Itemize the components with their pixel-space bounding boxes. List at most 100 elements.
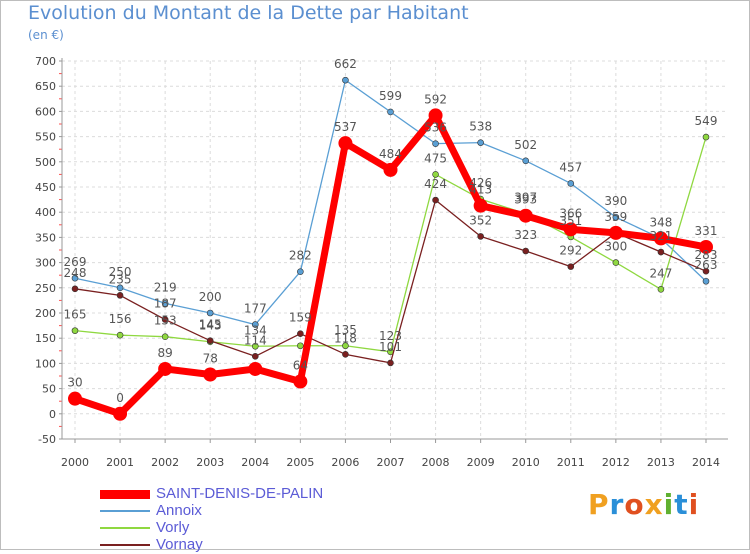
data-point-saint-denis-de-palin bbox=[699, 239, 713, 254]
data-label-vorly: 156 bbox=[109, 312, 132, 326]
data-point-vorly bbox=[612, 259, 620, 266]
legend-swatch-vorly bbox=[100, 527, 150, 529]
x-tick-label: 2007 bbox=[377, 456, 405, 469]
data-label-vornay: 292 bbox=[559, 244, 582, 258]
data-label-saint-denis-de-palin: 592 bbox=[424, 92, 447, 106]
data-point-vorly bbox=[432, 171, 439, 178]
data-label-vornay: 187 bbox=[154, 297, 177, 311]
data-label-vorly: 351 bbox=[559, 214, 582, 228]
legend-label-vornay: Vornay bbox=[156, 536, 203, 553]
logo-letter: P bbox=[588, 488, 610, 521]
data-label-saint-denis-de-palin: 331 bbox=[695, 224, 718, 238]
data-point-saint-denis-de-palin bbox=[293, 374, 308, 389]
data-point-vorly bbox=[161, 333, 169, 340]
y-tick-label: 250 bbox=[35, 282, 56, 295]
data-label-vornay: 145 bbox=[199, 318, 222, 332]
chart-subtitle: (en €) bbox=[28, 28, 64, 42]
data-label-annoix: 250 bbox=[109, 265, 132, 279]
y-tick-label: 700 bbox=[35, 55, 56, 68]
data-label-vorly: 134 bbox=[244, 323, 267, 337]
x-tick-label: 2010 bbox=[512, 456, 540, 469]
data-label-vorly: 549 bbox=[695, 114, 718, 128]
data-point-annoix bbox=[612, 213, 620, 221]
x-tick-label: 2014 bbox=[692, 456, 720, 469]
data-point-vornay bbox=[342, 351, 349, 358]
y-tick-label: 0 bbox=[49, 408, 56, 421]
y-tick-label: 450 bbox=[35, 181, 56, 194]
legend-label-saint-denis-de-palin: SAINT-DENIS-DE-PALIN bbox=[156, 485, 324, 502]
data-point-vornay bbox=[116, 292, 124, 299]
data-label-annoix: 457 bbox=[559, 160, 582, 174]
data-point-vornay bbox=[522, 247, 530, 255]
y-tick-label: 500 bbox=[35, 156, 56, 169]
data-label-annoix: 390 bbox=[604, 194, 627, 208]
data-label-vornay: 352 bbox=[469, 213, 492, 227]
data-point-saint-denis-de-palin bbox=[338, 136, 353, 151]
data-label-vorly: 475 bbox=[424, 151, 447, 165]
legend-swatch-saint-denis-de-palin bbox=[100, 489, 150, 499]
logo-letter: t bbox=[674, 488, 689, 521]
data-point-saint-denis-de-palin bbox=[383, 162, 398, 177]
data-point-annoix bbox=[251, 321, 259, 328]
data-label-saint-denis-de-palin: 537 bbox=[334, 120, 357, 134]
grid-layer bbox=[62, 60, 728, 440]
data-point-annoix bbox=[387, 108, 394, 116]
y-tick-label: 350 bbox=[35, 231, 56, 244]
x-tick-label: 2004 bbox=[241, 456, 269, 469]
data-label-annoix: 219 bbox=[154, 280, 177, 294]
data-point-vorly bbox=[657, 286, 665, 293]
data-label-annoix: 538 bbox=[469, 120, 492, 134]
legend-swatch-vornay bbox=[100, 544, 150, 546]
proxiti-logo: Proxiti bbox=[588, 488, 699, 521]
legend-label-annoix: Annoix bbox=[156, 502, 202, 519]
data-label-annoix: 177 bbox=[244, 302, 267, 316]
data-point-vornay bbox=[387, 359, 394, 367]
data-label-annoix: 263 bbox=[695, 258, 718, 272]
data-label-saint-denis-de-palin: 64 bbox=[293, 359, 308, 373]
data-label-vornay: 159 bbox=[289, 311, 312, 325]
logo-letter: o bbox=[624, 488, 645, 521]
data-label-vorly: 135 bbox=[334, 323, 357, 337]
data-point-vornay bbox=[702, 267, 710, 275]
data-point-saint-denis-de-palin bbox=[248, 361, 263, 376]
data-point-saint-denis-de-palin bbox=[113, 406, 128, 421]
data-point-annoix bbox=[206, 309, 214, 317]
data-point-vornay bbox=[432, 196, 439, 204]
logo-letter: i bbox=[663, 488, 675, 521]
x-tick-label: 2003 bbox=[196, 456, 224, 469]
data-label-vornay: 235 bbox=[109, 272, 132, 286]
data-point-annoix bbox=[116, 284, 124, 292]
x-tick-label: 2005 bbox=[286, 456, 314, 469]
data-label-saint-denis-de-palin: 393 bbox=[514, 193, 537, 207]
data-point-saint-denis-de-palin bbox=[608, 225, 623, 240]
data-point-vornay bbox=[477, 233, 484, 240]
x-tick-label: 2001 bbox=[106, 456, 134, 469]
y-tick-label: 300 bbox=[35, 257, 56, 270]
data-point-saint-denis-de-palin bbox=[563, 222, 578, 237]
legend-swatch-annoix bbox=[100, 510, 150, 512]
data-label-vornay: 283 bbox=[695, 248, 718, 262]
data-label-annoix: 348 bbox=[649, 215, 672, 229]
data-point-vorly bbox=[71, 327, 79, 334]
data-label-annoix: 200 bbox=[199, 290, 222, 304]
y-tick-label: 650 bbox=[35, 80, 56, 93]
data-point-vorly bbox=[251, 342, 259, 350]
data-label-vorly: 426 bbox=[469, 176, 492, 190]
legend-label-vorly: Vorly bbox=[156, 519, 190, 536]
data-label-vornay: 321 bbox=[649, 229, 672, 243]
y-tick-label: 200 bbox=[35, 307, 56, 320]
series-layer bbox=[68, 76, 713, 421]
data-label-vornay: 359 bbox=[604, 210, 627, 224]
y-tick-label: 400 bbox=[35, 206, 56, 219]
data-point-vornay bbox=[297, 330, 304, 337]
data-label-layer: 269 250 219 200 177 282 662 599 536 538 502 457 390 3… bbox=[64, 57, 718, 405]
data-point-annoix bbox=[342, 76, 349, 84]
data-label-vorly: 143 bbox=[199, 319, 222, 333]
chart-title: Evolution du Montant de la Dette par Hab… bbox=[28, 2, 469, 24]
x-tick-label: 2012 bbox=[602, 456, 630, 469]
data-point-vornay bbox=[251, 353, 259, 360]
logo-letter: r bbox=[609, 488, 625, 521]
data-point-annoix bbox=[71, 274, 79, 282]
data-label-annoix: 536 bbox=[424, 121, 447, 135]
